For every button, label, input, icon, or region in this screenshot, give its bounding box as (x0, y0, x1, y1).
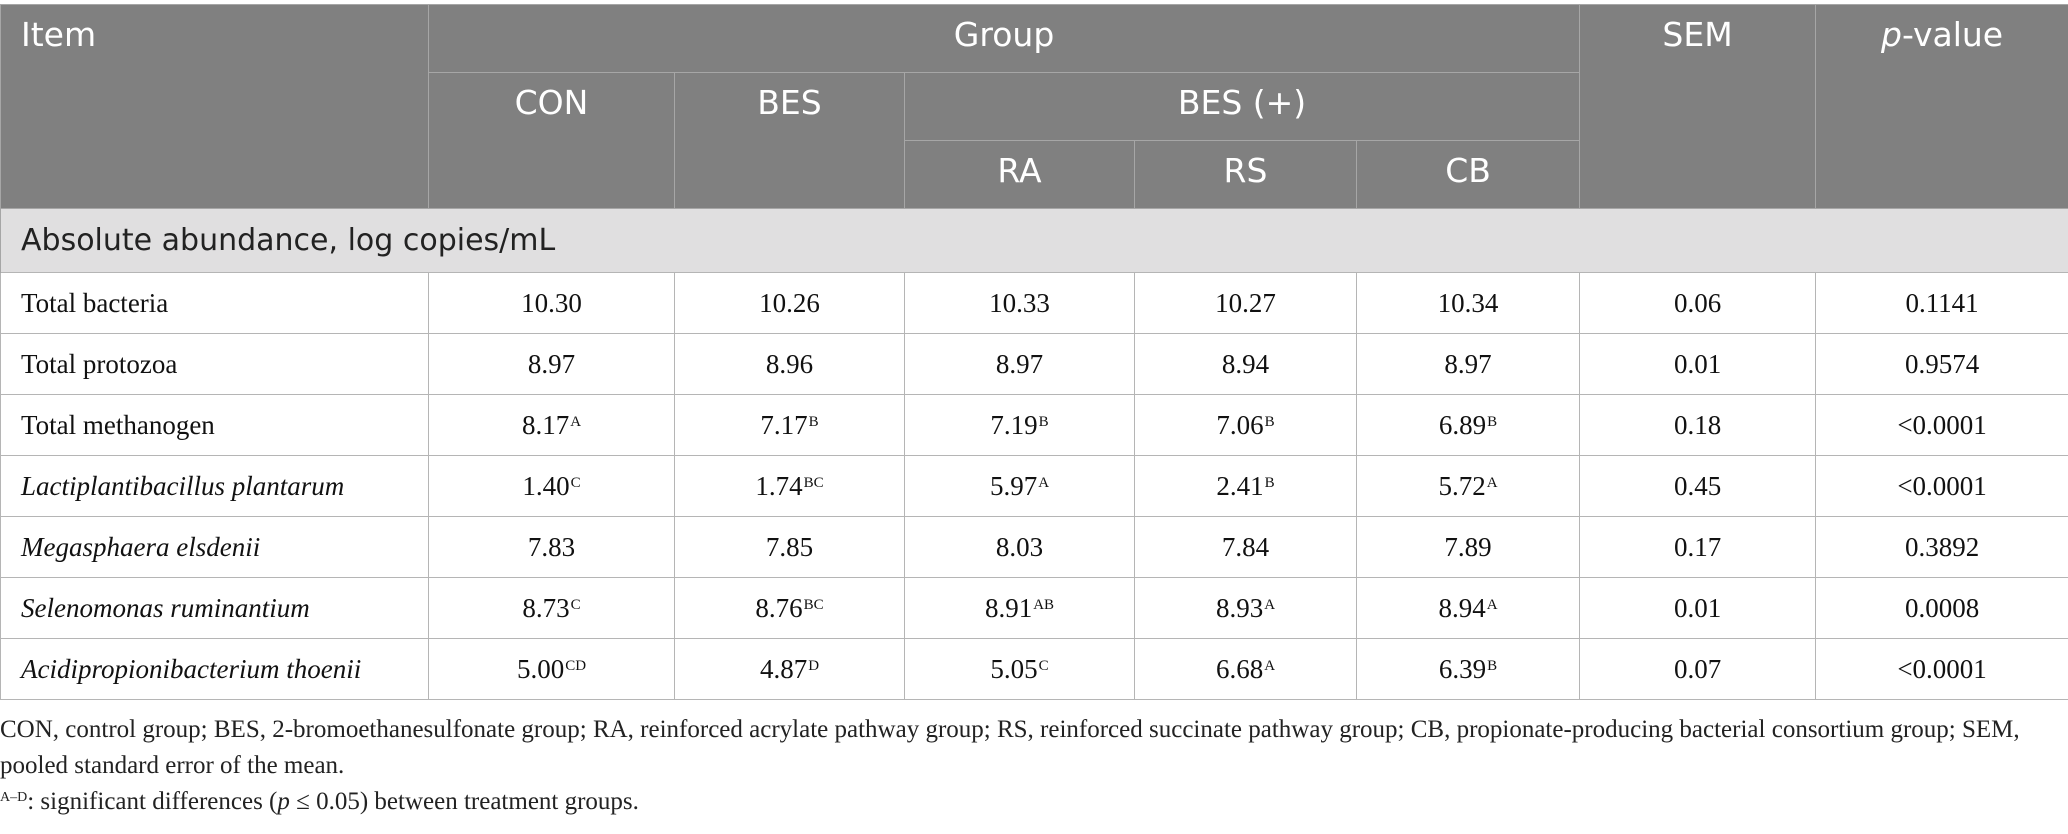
row-label: Total methanogen (0, 394, 429, 456)
header-ra: RA (904, 140, 1135, 209)
row-label: Total bacteria (0, 272, 429, 334)
significance-letter: A (1264, 657, 1276, 674)
significance-letter: A (1486, 596, 1498, 613)
table-row: Acidipropionibacterium thoenii 5.00CD 4.87… (0, 638, 2068, 700)
header-p-value: p-value (1815, 4, 2068, 209)
header-cb: CB (1355, 140, 1581, 209)
value-cell: 10.26 (674, 272, 905, 334)
value-cell: 8.97 (904, 333, 1135, 395)
header-bes: BES (674, 72, 905, 209)
row-label: Total protozoa (0, 333, 429, 395)
p-value-cell: <0.0001 (1815, 455, 2068, 517)
footnote-significance: A–D: significant differences (p ≤ 0.05) … (0, 788, 639, 815)
significance-letter: D (808, 657, 820, 674)
significance-letter: A (1264, 596, 1276, 613)
significance-letter: A (1038, 474, 1050, 491)
value-cell: 1.74BC (674, 455, 905, 517)
header-item: Item (0, 4, 429, 209)
table-row: Total bacteria 10.30 10.26 10.33 10.27 10.34 0… (0, 272, 2068, 334)
significance-letter: C (570, 596, 581, 613)
value-cell: 2.41B (1134, 455, 1357, 517)
value-cell: 8.17A (428, 394, 675, 456)
p-value-cell: 0.1141 (1815, 272, 2068, 334)
value-cell: 10.27 (1134, 272, 1357, 334)
significance-letter: B (1487, 413, 1498, 430)
header-sem: SEM (1579, 4, 1817, 209)
header-rs: RS (1134, 140, 1357, 209)
footnote-abbreviations: CON, control group; BES, 2-bromoethanesu… (0, 716, 2020, 779)
abundance-table: Item Group SEM p-value CON BES BES (+) R… (0, 4, 2068, 700)
sem-cell: 0.01 (1579, 577, 1817, 639)
value-cell: 7.84 (1134, 516, 1357, 578)
value-cell: 10.33 (904, 272, 1135, 334)
value-cell: 7.06B (1134, 394, 1357, 456)
value-cell: 8.97 (1355, 333, 1581, 395)
value-cell: 10.34 (1355, 272, 1581, 334)
p-value-cell: 0.3892 (1815, 516, 2068, 578)
table-row: Total methanogen 8.17A 7.17B 7.19B 7.06B 6.89… (0, 394, 2068, 456)
value-cell: 8.03 (904, 516, 1135, 578)
significance-letter: A (570, 413, 582, 430)
value-cell: 6.68A (1134, 638, 1357, 700)
value-cell: 10.30 (428, 272, 675, 334)
value-cell: 5.05C (904, 638, 1135, 700)
section-heading: Absolute abundance, log copies/mL (0, 208, 2068, 273)
value-cell: 8.76BC (674, 577, 905, 639)
header-bes-plus: BES (+) (903, 72, 1581, 141)
value-cell: 8.94A (1355, 577, 1581, 639)
significance-letter: B (808, 413, 819, 430)
p-value-cell: 0.9574 (1815, 333, 2068, 395)
significance-letter: BC (803, 474, 824, 491)
significance-letter: BC (803, 596, 824, 613)
sem-cell: 0.07 (1579, 638, 1817, 700)
value-cell: 5.72A (1355, 455, 1581, 517)
p-value-cell: <0.0001 (1815, 638, 2068, 700)
value-cell: 8.97 (428, 333, 675, 395)
sem-cell: 0.01 (1579, 333, 1817, 395)
significance-letter: C (570, 474, 581, 491)
value-cell: 7.89 (1355, 516, 1581, 578)
value-cell: 8.94 (1134, 333, 1357, 395)
significance-letter: B (1038, 413, 1049, 430)
value-cell: 1.40C (428, 455, 675, 517)
value-cell: 7.19B (904, 394, 1135, 456)
header-con: CON (428, 72, 675, 209)
row-label: Lactiplantibacillus plantarum (0, 455, 429, 517)
value-cell: 5.97A (904, 455, 1135, 517)
value-cell: 7.85 (674, 516, 905, 578)
value-cell: 5.00CD (428, 638, 675, 700)
significance-letter: B (1264, 413, 1275, 430)
header-group: Group (427, 4, 1581, 73)
table-row: Selenomonas ruminantium 8.73C 8.76BC 8.91AB… (0, 577, 2068, 639)
significance-letter: CD (565, 657, 587, 674)
significance-letter: AB (1033, 596, 1055, 613)
value-cell: 6.89B (1355, 394, 1581, 456)
row-label: Acidipropionibacterium thoenii (0, 638, 429, 700)
significance-letter: C (1038, 657, 1049, 674)
value-cell: 8.73C (428, 577, 675, 639)
value-cell: 8.96 (674, 333, 905, 395)
row-label: Selenomonas ruminantium (0, 577, 429, 639)
significance-letter: B (1264, 474, 1275, 491)
footnotes: CON, control group; BES, 2-bromoethanesu… (0, 712, 2060, 820)
sem-cell: 0.17 (1579, 516, 1817, 578)
p-value-cell: 0.0008 (1815, 577, 2068, 639)
table-row: Total protozoa 8.97 8.96 8.97 8.94 8.97 0.01 0.… (0, 333, 2068, 395)
p-value-cell: <0.0001 (1815, 394, 2068, 456)
table-row: Lactiplantibacillus plantarum 1.40C 1.74BC… (0, 455, 2068, 517)
value-cell: 4.87D (674, 638, 905, 700)
sem-cell: 0.45 (1579, 455, 1817, 517)
significance-letter: B (1487, 657, 1498, 674)
value-cell: 6.39B (1355, 638, 1581, 700)
value-cell: 8.91AB (904, 577, 1135, 639)
sem-cell: 0.06 (1579, 272, 1817, 334)
significance-letter: A (1486, 474, 1498, 491)
sem-cell: 0.18 (1579, 394, 1817, 456)
table-row: Megasphaera elsdenii 7.83 7.85 8.03 7.84 7.89… (0, 516, 2068, 578)
row-label: Megasphaera elsdenii (0, 516, 429, 578)
value-cell: 8.93A (1134, 577, 1357, 639)
value-cell: 7.17B (674, 394, 905, 456)
value-cell: 7.83 (428, 516, 675, 578)
